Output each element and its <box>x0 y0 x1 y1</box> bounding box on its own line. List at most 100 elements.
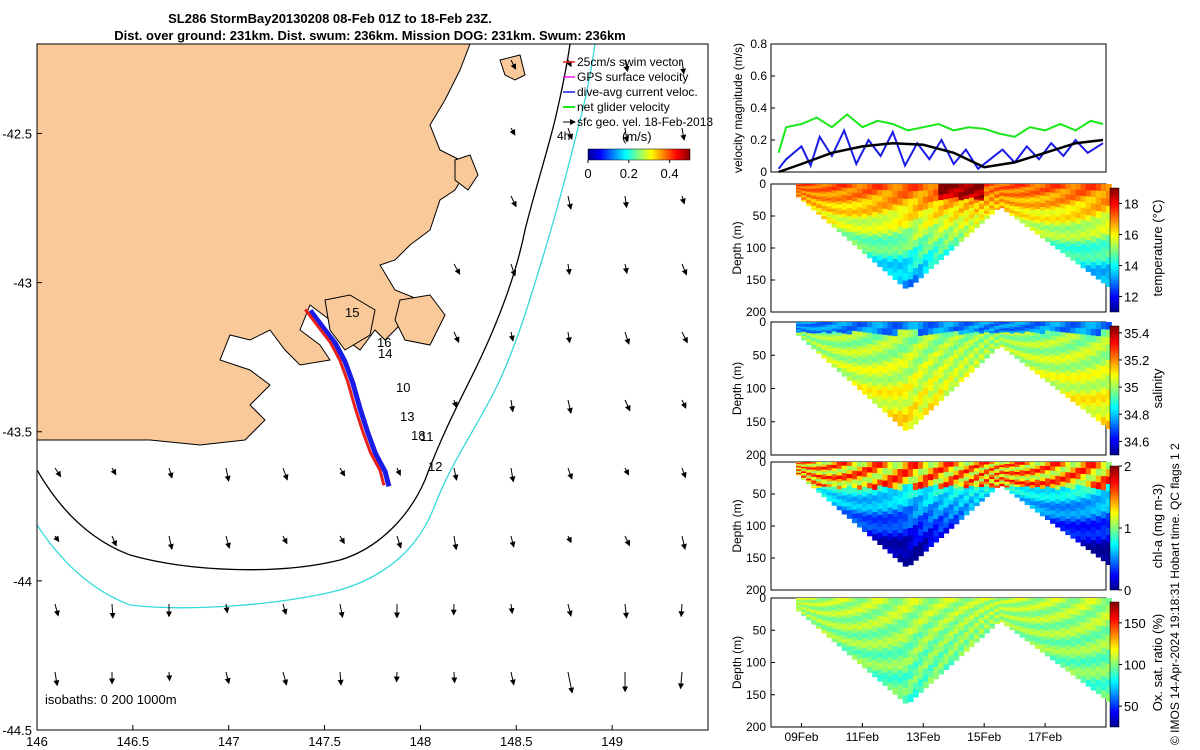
section-cell <box>912 518 919 526</box>
section-cell <box>1095 659 1102 667</box>
section-cell <box>1009 475 1016 479</box>
section-cell <box>862 238 868 245</box>
section-cell <box>892 252 899 260</box>
section-cell <box>968 499 975 504</box>
section-cell <box>979 189 985 193</box>
section-cell <box>857 522 863 528</box>
section-cell <box>928 372 934 379</box>
section-cell <box>1085 462 1092 469</box>
section-cell <box>811 329 817 333</box>
section-y-label: Depth (m) <box>730 362 744 415</box>
section-cell <box>882 190 889 197</box>
section-cell <box>1095 495 1102 504</box>
section-cell <box>887 362 894 370</box>
section-cell <box>968 598 975 603</box>
section-cell <box>938 614 945 621</box>
section-cell <box>933 473 939 480</box>
section-cell <box>1055 370 1061 376</box>
section-cell <box>953 470 960 476</box>
section-cell <box>836 218 843 222</box>
section-cell <box>1024 334 1031 339</box>
section-cell <box>811 184 817 187</box>
section-cell <box>857 471 863 477</box>
velocity-series-line <box>777 113 1104 154</box>
section-cell <box>872 356 878 364</box>
section-cell <box>984 607 990 611</box>
section-cell <box>943 353 950 360</box>
section-cell <box>867 354 873 361</box>
section-cell <box>1045 610 1051 616</box>
section-cell <box>928 677 934 684</box>
section-cell <box>1009 210 1016 214</box>
section-cell <box>994 194 1000 198</box>
section-cell <box>953 492 960 498</box>
section-cell <box>999 475 1006 478</box>
section-cell <box>1070 238 1077 245</box>
section-cell <box>1080 670 1087 677</box>
section-cell <box>1055 522 1061 528</box>
section-cell <box>1029 495 1036 499</box>
section-cell <box>862 378 868 385</box>
section-y-label: Depth (m) <box>730 221 744 274</box>
section-cell <box>801 337 807 340</box>
section-cell <box>897 655 904 664</box>
section-cell <box>943 472 950 478</box>
section-cell <box>1014 489 1021 493</box>
section-cell <box>943 214 950 221</box>
section-cell <box>958 237 965 242</box>
section-cell <box>948 509 955 515</box>
section-cell <box>979 489 985 494</box>
section-cell <box>801 606 807 609</box>
section-cell <box>918 328 924 337</box>
section-cell <box>897 547 904 556</box>
section-cell <box>953 210 960 216</box>
section-cell <box>1085 623 1092 631</box>
section-cell <box>801 190 807 192</box>
section-cell <box>1034 325 1041 330</box>
section-cell <box>1100 633 1107 642</box>
section-cell <box>831 499 838 503</box>
section-cell <box>1039 369 1046 375</box>
section-cell <box>958 322 965 327</box>
title-line-2: Dist. over ground: 231km. Dist. swum: 23… <box>114 28 626 43</box>
section-cell <box>953 232 960 238</box>
section-cell <box>902 650 909 659</box>
section-cell <box>1090 663 1097 671</box>
section-cell <box>999 613 1006 616</box>
section-cell <box>1085 635 1092 643</box>
section-cell <box>963 632 970 637</box>
section-cell <box>979 353 985 358</box>
section-cell <box>811 612 817 616</box>
section-cell <box>867 184 873 190</box>
section-cell <box>938 636 945 642</box>
section-cell <box>984 471 990 475</box>
section-cell <box>1075 655 1082 662</box>
section-cell <box>907 542 914 551</box>
section-cell <box>902 687 909 696</box>
section-cell <box>912 647 919 656</box>
section-cell <box>907 550 914 558</box>
section-cell <box>816 619 823 623</box>
section-cell <box>1029 641 1036 646</box>
section-cell <box>928 220 934 227</box>
section-cell <box>877 260 884 267</box>
section-cell <box>801 598 807 600</box>
section-cell <box>984 615 990 619</box>
section-cell <box>1070 647 1077 654</box>
section-cell <box>1080 201 1087 209</box>
track-day-label: 15 <box>345 305 359 320</box>
section-cell <box>846 466 853 471</box>
section-cell <box>1009 613 1016 617</box>
section-cell <box>918 502 924 510</box>
velocity-arrow <box>508 331 515 342</box>
section-cell <box>806 462 812 465</box>
section-cell <box>816 481 823 485</box>
section-cell <box>1065 184 1072 190</box>
velocity-arrow <box>622 195 629 209</box>
section-cell <box>1014 201 1021 205</box>
section-cell <box>979 495 985 499</box>
section-cell <box>882 215 889 222</box>
section-cell <box>907 213 914 222</box>
section-y-tick-label: 50 <box>753 209 767 223</box>
section-cell <box>1045 643 1051 649</box>
